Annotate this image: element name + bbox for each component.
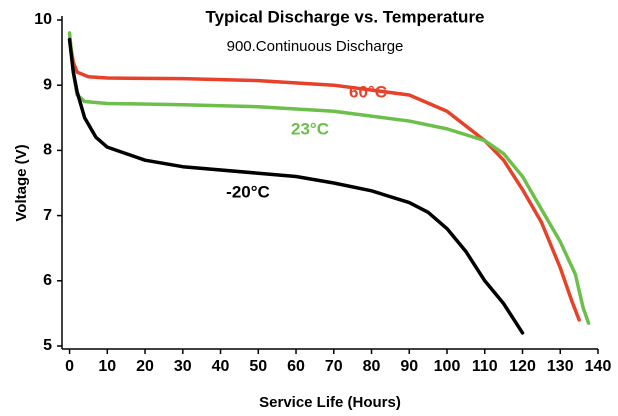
x-tick-label: 10 — [98, 358, 116, 375]
x-tick-label: 140 — [585, 358, 612, 375]
x-tick-label: 130 — [547, 358, 574, 375]
series-line — [67, 37, 525, 335]
chart-title: Typical Discharge vs. Temperature — [205, 7, 484, 26]
series-label: 60°C — [349, 82, 387, 101]
x-tick-label: 90 — [400, 358, 418, 375]
x-axis-label: Service Life (Hours) — [259, 394, 401, 411]
x-tick-label: 100 — [434, 358, 461, 375]
series-line — [67, 37, 581, 322]
x-tick-label: 0 — [65, 358, 74, 375]
x-tick-label: 110 — [472, 358, 498, 375]
chart-subtitle: 900.Continuous Discharge — [227, 38, 404, 55]
x-tick-label: 20 — [136, 358, 154, 375]
y-tick-label: 6 — [43, 272, 52, 289]
y-tick-label: 7 — [43, 207, 52, 224]
x-tick-label: 30 — [174, 358, 192, 375]
x-tick-label: 70 — [325, 358, 343, 375]
y-tick-label: 5 — [43, 337, 52, 354]
y-tick-label: 9 — [43, 76, 52, 93]
y-tick-label: 10 — [34, 11, 52, 28]
x-tick-label: 80 — [363, 358, 381, 375]
series-label: 23°C — [291, 119, 329, 138]
y-axis-label: Voltage (V) — [13, 144, 30, 221]
x-tick-label: 120 — [509, 358, 536, 375]
series-line — [67, 31, 591, 325]
y-tick-label: 8 — [43, 142, 52, 159]
series-label: -20°C — [226, 182, 270, 201]
x-tick-label: 60 — [287, 358, 305, 375]
x-tick-label: 40 — [212, 358, 230, 375]
x-tick-label: 50 — [249, 358, 267, 375]
